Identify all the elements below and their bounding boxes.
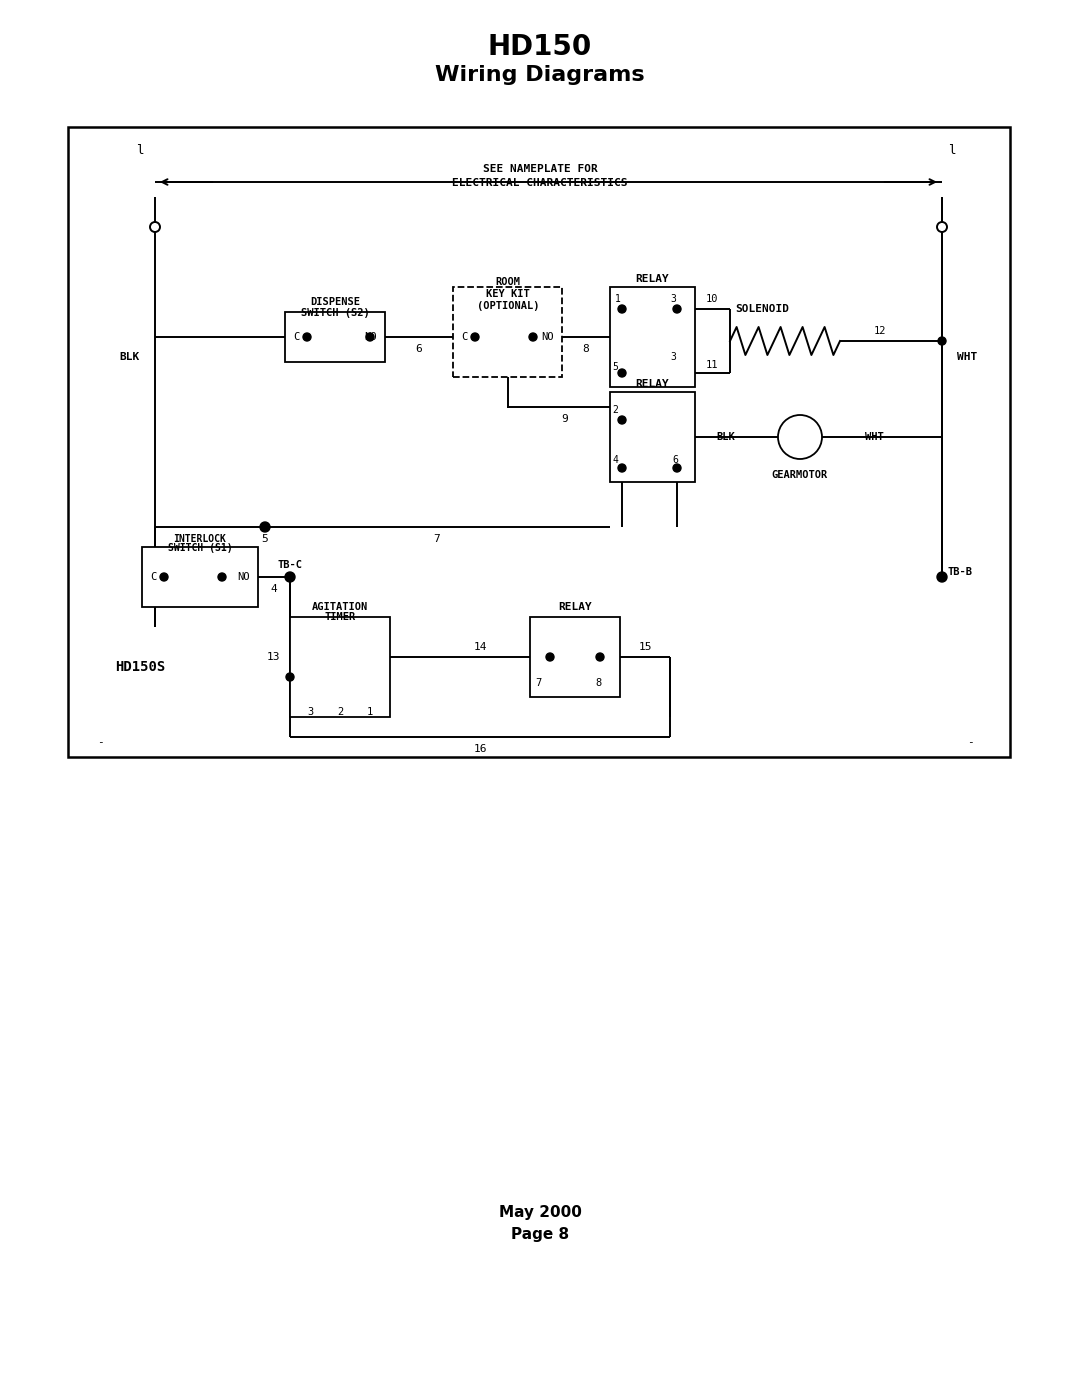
Text: ROOM: ROOM	[496, 277, 521, 286]
Circle shape	[303, 332, 311, 341]
Text: RELAY: RELAY	[558, 602, 592, 612]
Text: 1: 1	[367, 707, 373, 717]
Circle shape	[618, 305, 626, 313]
Text: 3: 3	[670, 352, 676, 362]
Bar	[530, 617, 620, 697]
Text: C: C	[293, 332, 299, 342]
Text: l: l	[136, 144, 144, 156]
Bar	[285, 312, 384, 362]
Text: NO: NO	[238, 571, 249, 583]
Text: 2: 2	[612, 405, 618, 415]
Text: HD150: HD150	[488, 34, 592, 61]
Circle shape	[618, 369, 626, 377]
Bar	[610, 286, 696, 387]
Text: M: M	[796, 430, 804, 443]
Circle shape	[939, 337, 946, 345]
Text: 5: 5	[261, 534, 268, 543]
Text: KEY KIT: KEY KIT	[486, 289, 530, 299]
Circle shape	[285, 571, 295, 583]
Text: Page 8: Page 8	[511, 1228, 569, 1242]
Text: DISPENSE: DISPENSE	[310, 298, 360, 307]
Circle shape	[937, 571, 947, 583]
Text: SWITCH (S1): SWITCH (S1)	[167, 543, 232, 553]
Text: INTERLOCK: INTERLOCK	[174, 534, 227, 543]
Circle shape	[529, 332, 537, 341]
Text: 3: 3	[307, 707, 313, 717]
Text: C: C	[150, 571, 157, 583]
Text: 6: 6	[672, 455, 678, 465]
Text: 13: 13	[267, 652, 280, 662]
Text: 5: 5	[612, 362, 618, 372]
Circle shape	[366, 332, 374, 341]
Text: RELAY: RELAY	[635, 274, 669, 284]
Circle shape	[546, 652, 554, 661]
Text: 12: 12	[874, 326, 887, 337]
Text: -: -	[96, 738, 104, 747]
Text: 9: 9	[562, 414, 568, 425]
Text: (OPTIONAL): (OPTIONAL)	[476, 300, 539, 312]
Text: -: -	[967, 738, 973, 747]
Text: 14: 14	[473, 643, 487, 652]
Text: 10: 10	[705, 293, 718, 305]
Circle shape	[260, 522, 270, 532]
Text: 6: 6	[416, 344, 422, 353]
Text: ELECTRICAL CHARACTERISTICS: ELECTRICAL CHARACTERISTICS	[453, 177, 627, 189]
Text: C: C	[461, 332, 468, 342]
Circle shape	[778, 415, 822, 460]
Text: 3: 3	[670, 293, 676, 305]
Text: 8: 8	[595, 678, 602, 687]
Circle shape	[160, 573, 168, 581]
Text: 7: 7	[434, 534, 441, 543]
Text: WHT: WHT	[957, 352, 977, 362]
Text: WHT: WHT	[865, 432, 883, 441]
Text: l: l	[948, 144, 956, 156]
Circle shape	[673, 305, 681, 313]
Text: 2: 2	[337, 707, 343, 717]
Text: 7: 7	[535, 678, 541, 687]
Text: GEARMOTOR: GEARMOTOR	[772, 469, 828, 481]
Bar	[68, 127, 1010, 757]
Text: TIMER: TIMER	[324, 612, 355, 622]
Text: NO: NO	[365, 332, 377, 342]
Circle shape	[218, 573, 226, 581]
Circle shape	[673, 464, 681, 472]
Text: TB-B: TB-B	[947, 567, 972, 577]
Text: 15: 15	[638, 643, 651, 652]
Text: 11: 11	[705, 360, 718, 370]
Text: 4: 4	[612, 455, 618, 465]
Text: BLK: BLK	[120, 352, 140, 362]
Text: RELAY: RELAY	[635, 379, 669, 388]
Bar	[291, 617, 390, 717]
Text: SWITCH (S2): SWITCH (S2)	[300, 307, 369, 319]
Text: BLK: BLK	[716, 432, 735, 441]
Text: Wiring Diagrams: Wiring Diagrams	[435, 66, 645, 85]
Text: 16: 16	[473, 745, 487, 754]
Text: AGITATION: AGITATION	[312, 602, 368, 612]
Bar	[141, 548, 258, 608]
Text: SEE NAMEPLATE FOR: SEE NAMEPLATE FOR	[483, 163, 597, 175]
Circle shape	[150, 222, 160, 232]
Text: 8: 8	[582, 344, 590, 353]
Circle shape	[596, 652, 604, 661]
Bar	[610, 393, 696, 482]
Text: May 2000: May 2000	[499, 1204, 581, 1220]
Text: HD150S: HD150S	[114, 659, 165, 673]
Bar	[453, 286, 562, 377]
Text: NO: NO	[541, 332, 554, 342]
Circle shape	[618, 416, 626, 425]
Text: 4: 4	[271, 584, 278, 594]
Text: TB-C: TB-C	[278, 560, 302, 570]
Circle shape	[937, 222, 947, 232]
Circle shape	[618, 464, 626, 472]
Circle shape	[471, 332, 480, 341]
Text: SOLENOID: SOLENOID	[735, 305, 789, 314]
Circle shape	[286, 673, 294, 680]
Text: 1: 1	[616, 293, 621, 305]
